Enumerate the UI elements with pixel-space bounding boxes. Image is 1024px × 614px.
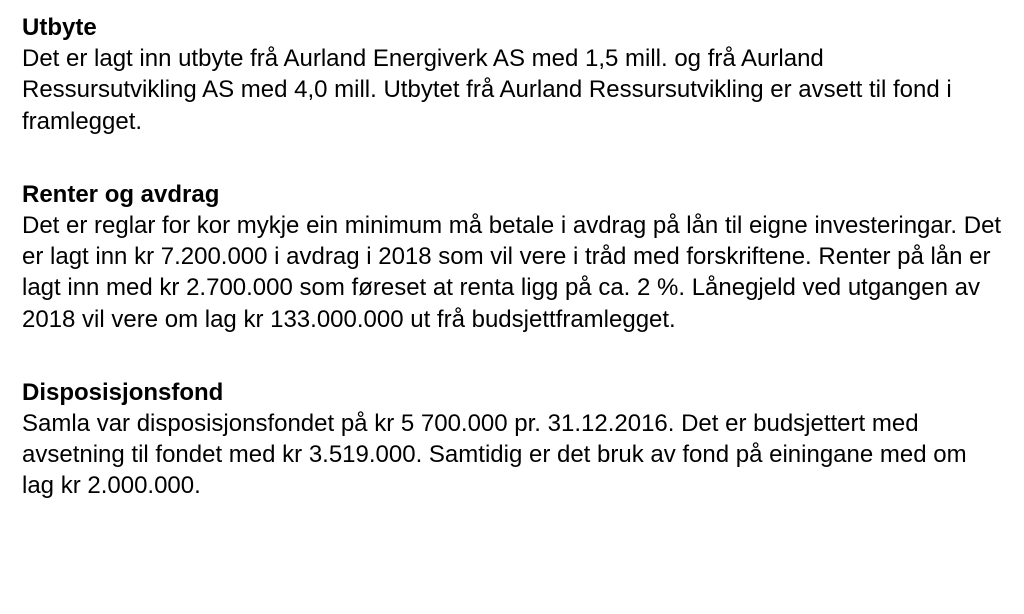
section-utbyte: Utbyte Det er lagt inn utbyte frå Aurlan… xyxy=(22,12,1002,137)
section-disposisjon: Disposisjonsfond Samla var disposisjonsf… xyxy=(22,377,1002,502)
heading-renter: Renter og avdrag xyxy=(22,179,1002,210)
body-renter: Det er reglar for kor mykje ein minimum … xyxy=(22,210,1002,335)
heading-disposisjon: Disposisjonsfond xyxy=(22,377,1002,408)
heading-utbyte: Utbyte xyxy=(22,12,1002,43)
body-utbyte: Det er lagt inn utbyte frå Aurland Energ… xyxy=(22,43,1002,137)
section-renter: Renter og avdrag Det er reglar for kor m… xyxy=(22,179,1002,335)
document-page: Utbyte Det er lagt inn utbyte frå Aurlan… xyxy=(0,0,1024,501)
body-disposisjon: Samla var disposisjonsfondet på kr 5 700… xyxy=(22,408,1002,502)
